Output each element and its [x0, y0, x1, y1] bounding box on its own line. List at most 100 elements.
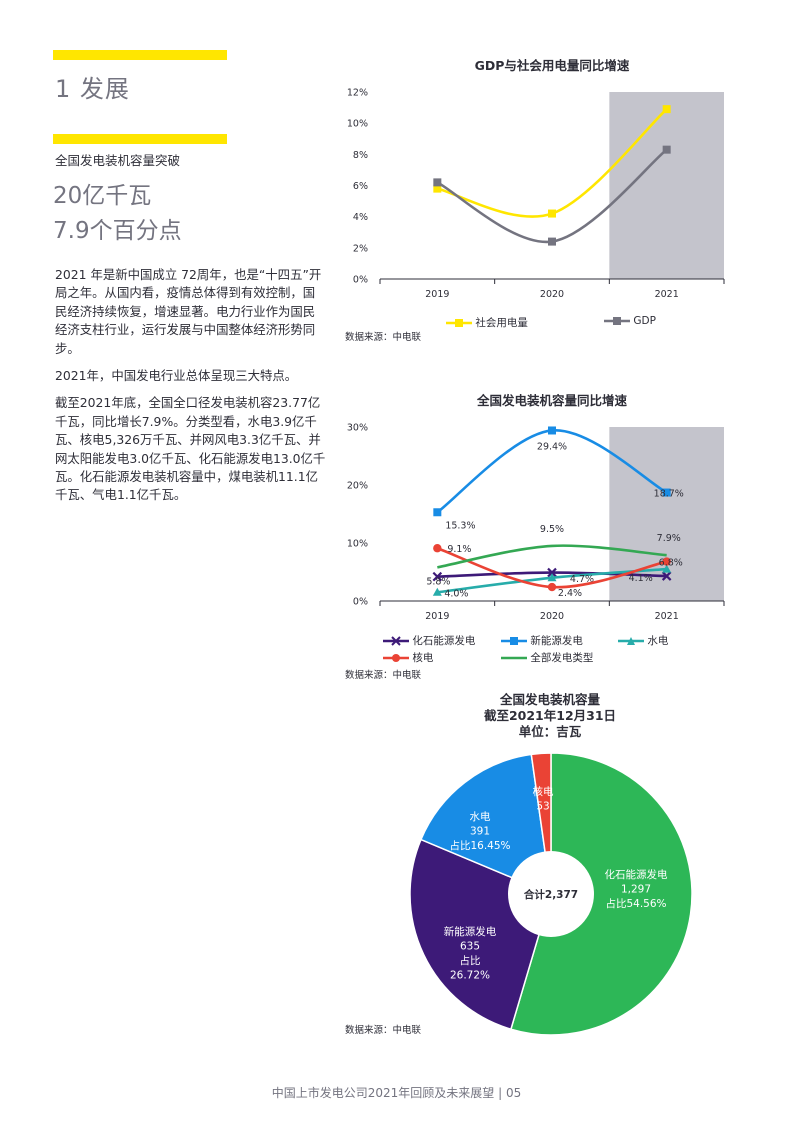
pie-slice-label: 新能源发电	[444, 925, 497, 938]
pie-slice-label: 391	[470, 826, 490, 838]
chart2-data-label: 7.9%	[657, 533, 681, 544]
legend-item-fossil: 化石能源发电	[383, 633, 475, 648]
legend-item-hydro: 水电	[618, 633, 668, 648]
chart3-title: 全国发电装机容量 截至2021年12月31日 单位：吉瓦	[450, 692, 650, 740]
chart2-data-point	[662, 488, 671, 497]
chart1-data-point	[662, 145, 671, 154]
chart2-series-line	[436, 429, 668, 514]
chart2-data-point	[432, 571, 443, 582]
pie-slice	[419, 753, 552, 896]
chart2-data-point	[547, 567, 557, 578]
accent-bar-top	[53, 50, 227, 60]
legend-label-renewable: 新能源发电	[530, 635, 583, 647]
chart1-data-point	[433, 184, 442, 193]
chart2-data-label: 9.5%	[540, 524, 564, 535]
section-title: 1 发展	[55, 75, 130, 103]
chart2-data-label: 6.8%	[659, 558, 683, 569]
highlight-capacity: 20亿千瓦	[53, 183, 152, 209]
chart1-y-tick-label: 6%	[353, 181, 368, 192]
pie-slice-label: 1,297	[621, 884, 651, 896]
chart1-data-point	[433, 178, 442, 187]
accent-bar-mid	[53, 134, 227, 144]
chart1-series-line	[436, 148, 668, 244]
chart2-data-point	[547, 573, 557, 582]
chart3-title-line: 全国发电装机容量	[499, 692, 600, 707]
chart2-data-point	[433, 508, 442, 517]
chart2-data-point	[548, 426, 556, 435]
legend-swatch-total	[501, 656, 527, 660]
chart1-x-tick-label: 2020	[540, 289, 564, 300]
paragraph-summary: 2021年，中国发电行业总体呈现三大特点。	[55, 368, 298, 384]
chart2-data-label: 4.0%	[444, 588, 468, 599]
chart1-y-tick-label: 12%	[347, 88, 368, 99]
chart2-shaded-band	[609, 427, 724, 601]
chart2-data-label: 4.7%	[570, 574, 594, 585]
legend-label-hydro: 水电	[647, 635, 669, 647]
pie-slice-label: 核电	[533, 785, 554, 798]
pie-slice-label: 635	[460, 941, 480, 953]
chart2-series-line	[437, 571, 667, 578]
pie-slice-label: 26.72%	[450, 970, 490, 982]
chart1-x-tick-label: 2021	[655, 289, 679, 300]
kicker-text: 全国发电装机容量突破	[55, 153, 181, 168]
chart2-x-tick-label: 2020	[540, 611, 564, 622]
chart1-x-tick-label: 2019	[425, 289, 449, 300]
paragraph-intro: 2021 年是新中国成立 72周年，也是“十四五”开局之年。从国内看，疫情总体得…	[55, 267, 322, 356]
chart2-data-label: 4.1%	[629, 573, 653, 584]
legend-item-total: 全部发电类型	[501, 650, 593, 665]
pie-center-label: 合计2,377	[523, 888, 578, 901]
chart2-data-label: 5.8%	[426, 576, 450, 587]
chart2-y-tick-label: 0%	[353, 597, 368, 608]
legend-item-renewable: 新能源发电	[501, 633, 583, 648]
chart3-subtitle-date: 截至2021年12月31日	[483, 708, 617, 723]
legend-swatch-hydro	[618, 637, 644, 645]
chart3-subtitle-unit: 单位：吉瓦	[518, 724, 582, 739]
chart3-source: 数据来源：中电联	[345, 1025, 422, 1036]
legend-item-electricity: 社会用电量	[446, 315, 528, 330]
legend-swatch-electricity	[446, 319, 472, 327]
chart2-data-point	[662, 557, 671, 566]
chart1-y-tick-label: 0%	[353, 275, 368, 286]
pie-center-hole	[508, 851, 594, 937]
chart2-data-label: 18.7%	[654, 489, 684, 500]
legend-label-electricity: 社会用电量	[475, 317, 528, 329]
chart1-series-line	[437, 108, 668, 218]
chart2-data-point	[432, 587, 442, 596]
chart2-series-line	[437, 567, 667, 594]
chart1-source: 数据来源：中电联	[345, 332, 422, 343]
pie-slice-label: 占比54.56%	[605, 897, 666, 910]
chart2-x-tick-label: 2019	[425, 611, 449, 622]
legend-swatch-nuclear	[383, 654, 409, 662]
legend-item-gdp: GDP	[604, 315, 656, 327]
chart1-y-tick-label: 4%	[353, 212, 368, 223]
chart1-y-tick-label: 8%	[353, 150, 368, 161]
chart2-data-point	[662, 564, 672, 573]
chart2-data-point	[433, 544, 442, 553]
body-text: 2021 年是新中国成立 72周年，也是“十四五”开局之年。从国内看，疫情总体得…	[55, 266, 327, 505]
chart1-y-tick-label: 2%	[353, 243, 368, 254]
chart1-y-tick-label: 10%	[347, 119, 368, 130]
page-footer: 中国上市发电公司2021年回顾及未来展望 | 05	[271, 1086, 522, 1100]
chart1-data-point	[548, 209, 556, 218]
pie-slice-label: 53	[536, 801, 549, 813]
chart2-data-label: 29.4%	[537, 441, 567, 452]
highlight-growth: 7.9个百分点	[53, 218, 182, 244]
chart2-data-point	[661, 571, 672, 581]
legend-label-fossil: 化石能源发电	[412, 635, 476, 647]
chart2-y-tick-label: 20%	[347, 481, 368, 492]
legend-label-gdp: GDP	[633, 315, 656, 327]
pie-slice-label: 水电	[470, 810, 491, 823]
chart2-y-tick-label: 10%	[347, 539, 368, 550]
legend-swatch-renewable	[501, 637, 527, 645]
chart2-data-label: 15.3%	[445, 520, 475, 531]
chart2-source: 数据来源：中电联	[345, 670, 422, 681]
chart2-title: 全国发电装机容量同比增速	[476, 393, 627, 408]
pie-slice-label: 化石能源发电	[605, 868, 668, 881]
pie-slice	[409, 838, 552, 1031]
chart2-series-line	[436, 546, 667, 589]
chart2-series-line	[437, 544, 667, 569]
legend-item-nuclear: 核电	[383, 650, 433, 665]
pie-slice	[530, 752, 552, 895]
legend-swatch-gdp	[604, 317, 630, 325]
legend-label-total: 全部发电类型	[530, 652, 594, 664]
